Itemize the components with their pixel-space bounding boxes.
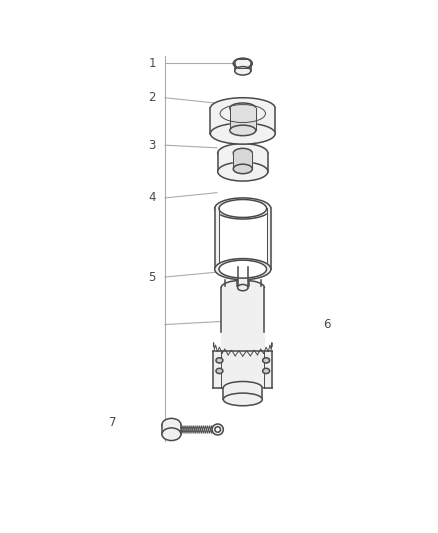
- Polygon shape: [213, 351, 221, 388]
- Text: 2: 2: [148, 91, 156, 104]
- Ellipse shape: [263, 358, 270, 363]
- Ellipse shape: [216, 358, 223, 363]
- Ellipse shape: [216, 368, 223, 374]
- Ellipse shape: [223, 382, 262, 394]
- Ellipse shape: [237, 285, 248, 291]
- Ellipse shape: [210, 98, 275, 119]
- Polygon shape: [230, 108, 256, 131]
- Ellipse shape: [230, 125, 256, 136]
- Text: 4: 4: [148, 191, 156, 205]
- Ellipse shape: [223, 393, 262, 406]
- Ellipse shape: [219, 260, 267, 278]
- Ellipse shape: [221, 280, 265, 295]
- Text: 1: 1: [148, 57, 156, 70]
- Polygon shape: [233, 153, 252, 169]
- Polygon shape: [237, 266, 248, 288]
- Text: 5: 5: [148, 271, 155, 284]
- Ellipse shape: [215, 259, 271, 280]
- Ellipse shape: [230, 103, 256, 114]
- Polygon shape: [265, 351, 272, 388]
- Ellipse shape: [212, 424, 223, 435]
- Text: 7: 7: [110, 416, 117, 429]
- Ellipse shape: [215, 427, 220, 432]
- Ellipse shape: [237, 263, 248, 270]
- Text: 6: 6: [323, 318, 331, 331]
- Text: 3: 3: [148, 139, 155, 152]
- Ellipse shape: [235, 67, 251, 75]
- Polygon shape: [223, 388, 262, 399]
- Ellipse shape: [218, 143, 268, 163]
- Polygon shape: [221, 288, 265, 351]
- Ellipse shape: [233, 58, 252, 69]
- Ellipse shape: [233, 148, 252, 158]
- Ellipse shape: [218, 162, 268, 181]
- Polygon shape: [218, 153, 268, 172]
- Polygon shape: [162, 425, 181, 434]
- Polygon shape: [267, 208, 271, 269]
- Ellipse shape: [263, 368, 270, 374]
- Polygon shape: [215, 208, 219, 269]
- Ellipse shape: [215, 198, 271, 219]
- Ellipse shape: [233, 164, 252, 174]
- Ellipse shape: [219, 199, 267, 217]
- Polygon shape: [235, 63, 251, 71]
- Ellipse shape: [162, 418, 181, 431]
- Ellipse shape: [210, 123, 275, 144]
- Polygon shape: [221, 351, 265, 388]
- Polygon shape: [210, 108, 275, 134]
- Ellipse shape: [162, 428, 181, 441]
